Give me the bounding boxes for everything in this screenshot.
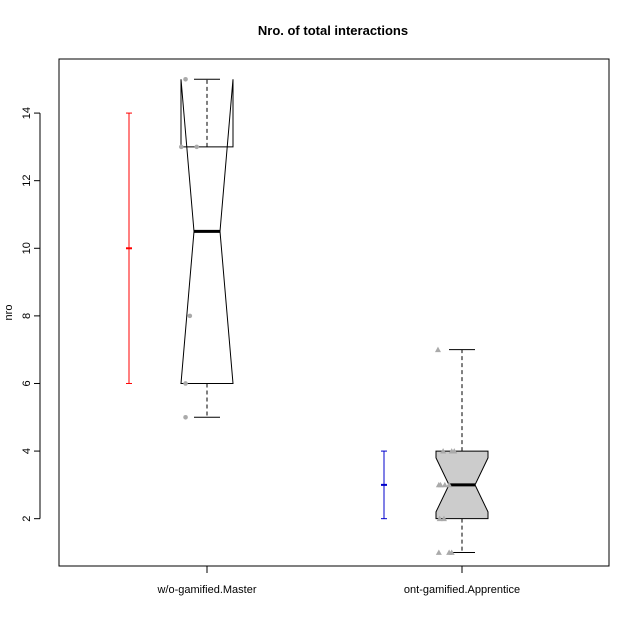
data-point <box>448 549 455 555</box>
group-2 <box>381 346 489 555</box>
y-tick-label: 14 <box>21 107 33 119</box>
plot-frame <box>58 58 610 567</box>
chart-title: Nro. of total interactions <box>258 23 408 38</box>
plot-marks <box>126 76 489 555</box>
data-point <box>441 481 448 488</box>
data-point <box>440 448 447 454</box>
y-tick-label: 6 <box>21 380 33 386</box>
data-point <box>437 481 444 488</box>
data-point <box>436 515 443 522</box>
y-axis: 2 4 6 8 10 12 14 <box>21 107 41 522</box>
data-point <box>183 414 188 420</box>
y-tick-label: 4 <box>21 448 33 454</box>
group-1 <box>126 76 234 420</box>
data-point <box>183 76 188 82</box>
data-point <box>451 448 458 454</box>
data-point <box>194 144 200 150</box>
y-tick-label: 8 <box>21 313 33 319</box>
y-tick-label: 10 <box>21 242 33 254</box>
y-tick-label: 12 <box>21 175 33 187</box>
data-point <box>178 144 184 150</box>
y-tick-label: 2 <box>21 516 33 522</box>
data-point <box>440 515 447 522</box>
data-point <box>187 313 193 319</box>
y-axis-label: nro <box>3 305 15 321</box>
x-tick-label: w/o-gamified.Master <box>156 584 256 596</box>
data-point <box>434 346 441 353</box>
x-axis: w/o-gamified.Master ont-gamified.Apprenti… <box>156 565 520 596</box>
data-point <box>435 549 442 555</box>
x-tick-label: ont-gamified.Apprentice <box>404 584 520 596</box>
data-point <box>183 381 188 386</box>
data-point <box>446 481 453 488</box>
